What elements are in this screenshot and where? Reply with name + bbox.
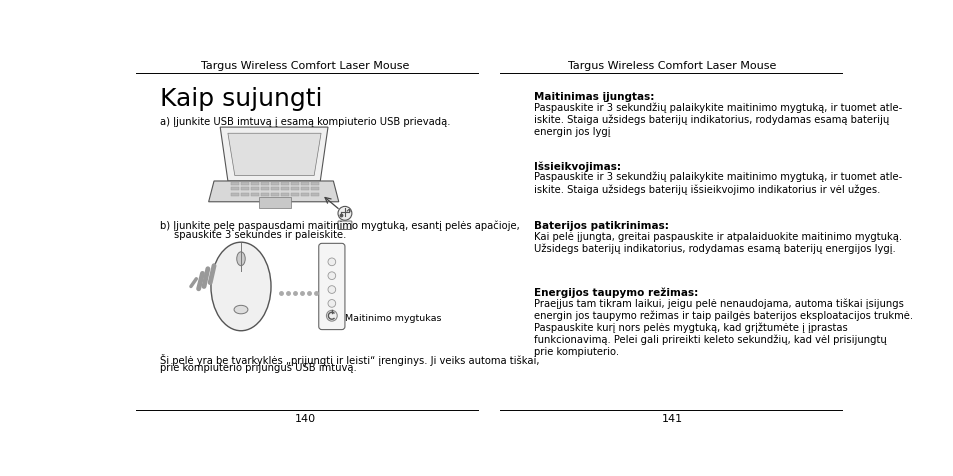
FancyBboxPatch shape (337, 221, 352, 230)
Circle shape (326, 311, 336, 321)
Bar (261, 193, 269, 196)
Text: Targus Wireless Comfort Laser Mouse: Targus Wireless Comfort Laser Mouse (200, 61, 409, 71)
Text: a) Įjunkite USB imtuvą į esamą kompiuterio USB prievadą.: a) Įjunkite USB imtuvą į esamą kompiuter… (160, 116, 450, 126)
Text: Paspauskite ir 3 sekundžių palaikykite maitinimo mygtuką, ir tuomet atle-
iskite: Paspauskite ir 3 sekundžių palaikykite m… (533, 172, 901, 194)
Text: Baterijos patikrinimas:: Baterijos patikrinimas: (533, 221, 668, 231)
Ellipse shape (233, 306, 248, 314)
Text: Kaip sujungti: Kaip sujungti (160, 87, 322, 111)
Bar (251, 188, 258, 191)
Bar (241, 188, 249, 191)
Text: Targus Wireless Comfort Laser Mouse: Targus Wireless Comfort Laser Mouse (567, 61, 776, 71)
Circle shape (328, 258, 335, 266)
Circle shape (328, 272, 335, 280)
Bar (261, 188, 269, 191)
Bar (231, 188, 238, 191)
Bar (311, 182, 318, 186)
Ellipse shape (211, 243, 271, 331)
Bar (301, 182, 309, 186)
Text: 140: 140 (294, 413, 315, 423)
Polygon shape (220, 128, 328, 182)
Text: Išsieikvojimas:: Išsieikvojimas: (533, 161, 620, 171)
Text: Paspauskite ir 3 sekundžių palaikykite maitinimo mygtuką, ir tuomet atle-
iskite: Paspauskite ir 3 sekundžių palaikykite m… (533, 102, 901, 137)
Bar (291, 193, 298, 196)
Bar (271, 188, 278, 191)
Bar (251, 182, 258, 186)
Circle shape (328, 300, 335, 307)
Text: Energijos taupymo režimas:: Energijos taupymo režimas: (533, 287, 697, 298)
Bar (301, 193, 309, 196)
Text: b) Įjunkite pelę paspausdami maitinimo mygtuką, esantį pelės apačioje,: b) Įjunkite pelę paspausdami maitinimo m… (160, 220, 519, 230)
Polygon shape (228, 134, 321, 176)
Bar (281, 182, 289, 186)
Text: spauskite 3 sekundes ir paleiskite.: spauskite 3 sekundes ir paleiskite. (173, 229, 346, 239)
Bar (281, 193, 289, 196)
Text: 141: 141 (661, 413, 682, 423)
Ellipse shape (236, 252, 245, 266)
Bar (258, 198, 291, 208)
Bar (251, 193, 258, 196)
Bar (311, 193, 318, 196)
Bar (271, 182, 278, 186)
FancyBboxPatch shape (318, 244, 345, 330)
Circle shape (328, 286, 335, 294)
Text: Maitinimas įjungtas:: Maitinimas įjungtas: (533, 92, 653, 102)
Text: Praeįjus tam tikram laikui, jeigu pelė nenaudojama, automa tiškai įsijungs
energ: Praeįjus tam tikram laikui, jeigu pelė n… (533, 298, 912, 356)
Polygon shape (209, 182, 338, 202)
Text: Ši pelė yra be tvarkyklės „prijungti ir leisti“ įrenginys. Ji veiks automa tiška: Ši pelė yra be tvarkyklės „prijungti ir … (160, 353, 539, 365)
Text: Maitinimo mygtukas: Maitinimo mygtukas (345, 313, 441, 322)
Bar (261, 182, 269, 186)
Circle shape (337, 207, 352, 221)
Bar (231, 182, 238, 186)
Text: prie kompiuterio prijungus USB imtuvą.: prie kompiuterio prijungus USB imtuvą. (160, 362, 356, 372)
Bar (241, 193, 249, 196)
Bar (311, 188, 318, 191)
Bar (231, 193, 238, 196)
Bar (271, 193, 278, 196)
Bar (281, 188, 289, 191)
Bar (241, 182, 249, 186)
Bar (301, 188, 309, 191)
Text: Kai pelė įjungta, greitai paspauskite ir atpalaiduokite maitinimo mygtuką.
Užsid: Kai pelė įjungta, greitai paspauskite ir… (533, 231, 901, 254)
Bar (291, 188, 298, 191)
Bar (291, 182, 298, 186)
